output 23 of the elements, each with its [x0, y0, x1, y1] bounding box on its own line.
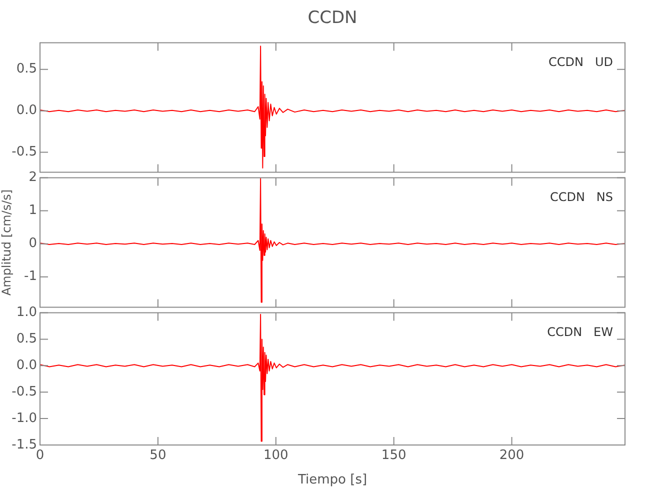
y-tick-label: -0.5 — [12, 384, 37, 400]
y-tick-label: 0.5 — [16, 332, 37, 347]
x-axis-title: Tiempo [s] — [296, 472, 368, 488]
annotation: CCDN NS — [550, 190, 613, 204]
y-tick-label: 0.0 — [16, 358, 37, 374]
y-tick-label: 2 — [28, 170, 37, 186]
annotation: CCDN EW — [547, 324, 614, 339]
annotation: CCDN UD — [548, 54, 613, 69]
y-tick-label: 0.0 — [16, 103, 37, 118]
y-tick-label: -1.5 — [12, 437, 37, 452]
y-tick-label: -1.0 — [12, 410, 37, 426]
y-tick-label: 0 — [28, 236, 37, 252]
x-tick-label: 150 — [381, 448, 406, 464]
y-tick-label: -0.5 — [12, 144, 37, 160]
x-tick-label: 100 — [263, 448, 288, 464]
chart-title: CCDN — [306, 8, 358, 28]
y-tick-label: 1 — [28, 203, 37, 218]
y-axis-title: Amplitud [cm/s/s] — [0, 189, 14, 296]
x-tick-label: 200 — [499, 448, 524, 464]
y-tick-label: -1 — [24, 269, 37, 284]
y-tick-label: 1.0 — [16, 305, 37, 320]
y-tick-label: 0.5 — [16, 62, 37, 77]
x-tick-label: 50 — [150, 448, 166, 464]
